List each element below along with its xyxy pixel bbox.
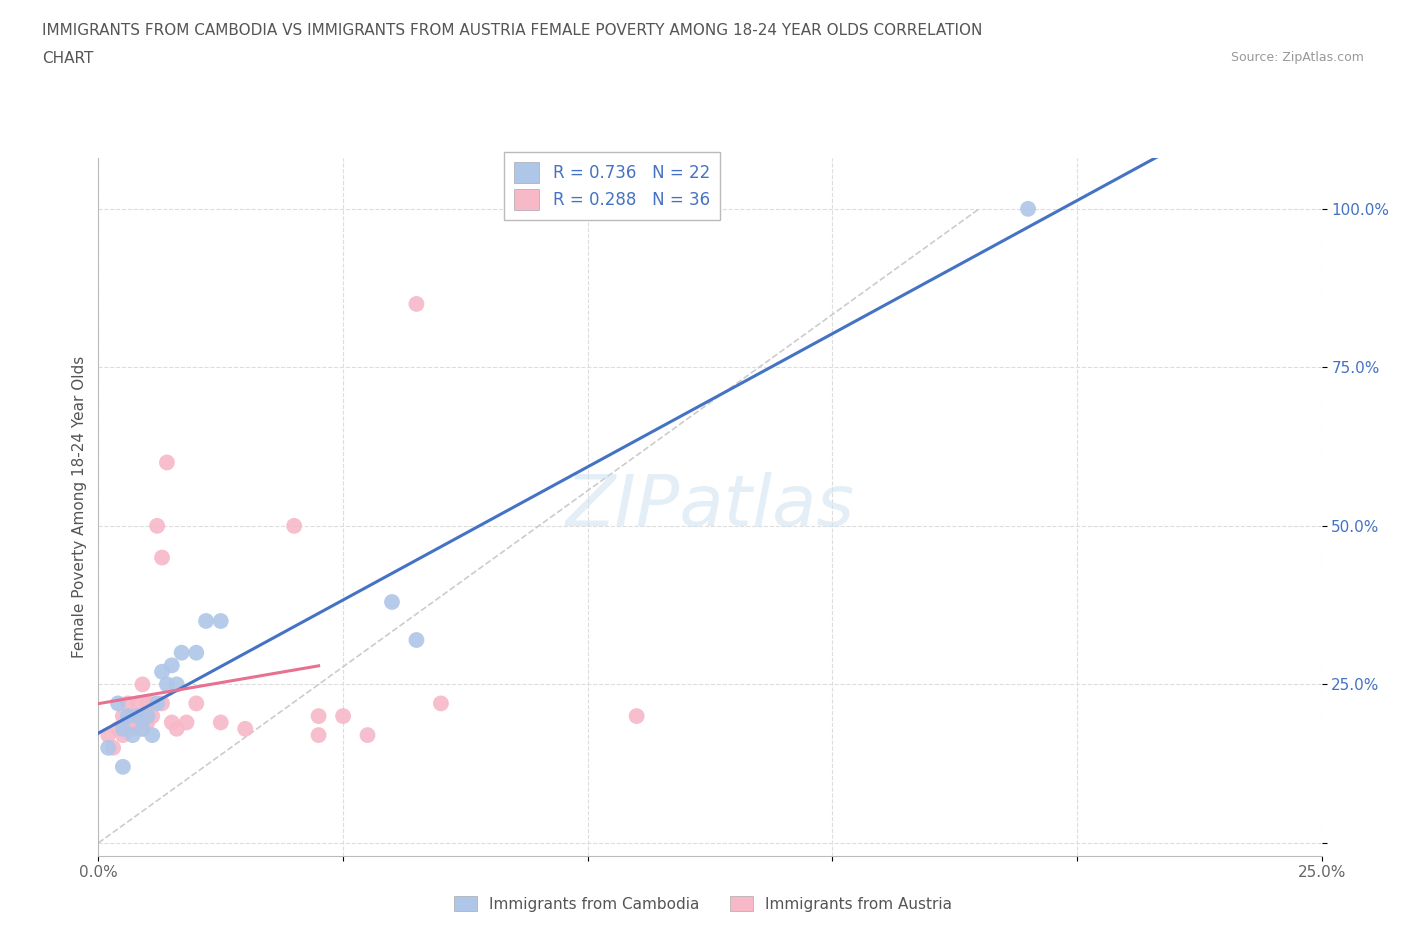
Point	[127, 696, 149, 711]
Point	[150, 551, 173, 565]
Point	[127, 709, 149, 724]
Point	[107, 722, 129, 737]
Point	[186, 645, 208, 660]
Point	[117, 709, 139, 724]
Point	[131, 722, 153, 737]
Point	[308, 709, 330, 724]
Point	[176, 715, 198, 730]
Point	[430, 696, 453, 711]
Point	[405, 632, 427, 647]
Point	[166, 677, 188, 692]
Point	[97, 727, 120, 742]
Point	[233, 722, 256, 737]
Point	[150, 664, 173, 679]
Point	[166, 722, 188, 737]
Point	[107, 696, 129, 711]
Point	[150, 696, 173, 711]
Point	[111, 709, 134, 724]
Point	[195, 614, 218, 629]
Point	[160, 658, 183, 672]
Point	[308, 727, 330, 742]
Point	[160, 715, 183, 730]
Point	[117, 722, 139, 737]
Point	[209, 614, 232, 629]
Point	[186, 696, 208, 711]
Point	[626, 709, 648, 724]
Legend: Immigrants from Cambodia, Immigrants from Austria: Immigrants from Cambodia, Immigrants fro…	[447, 889, 959, 918]
Point	[111, 760, 134, 775]
Point	[156, 455, 179, 470]
Point	[131, 722, 153, 737]
Point	[121, 709, 143, 724]
Point	[156, 677, 179, 692]
Point	[121, 722, 143, 737]
Point	[141, 727, 163, 742]
Text: ZIPatlas: ZIPatlas	[565, 472, 855, 541]
Point	[146, 696, 169, 711]
Point	[136, 715, 159, 730]
Point	[141, 709, 163, 724]
Text: CHART: CHART	[42, 51, 94, 66]
Point	[127, 715, 149, 730]
Point	[170, 645, 193, 660]
Text: IMMIGRANTS FROM CAMBODIA VS IMMIGRANTS FROM AUSTRIA FEMALE POVERTY AMONG 18-24 Y: IMMIGRANTS FROM CAMBODIA VS IMMIGRANTS F…	[42, 23, 983, 38]
Legend: R = 0.736   N = 22, R = 0.288   N = 36: R = 0.736 N = 22, R = 0.288 N = 36	[505, 153, 720, 219]
Point	[1017, 202, 1039, 217]
Y-axis label: Female Poverty Among 18-24 Year Olds: Female Poverty Among 18-24 Year Olds	[72, 356, 87, 658]
Point	[111, 727, 134, 742]
Point	[381, 594, 404, 609]
Point	[136, 709, 159, 724]
Point	[131, 677, 153, 692]
Point	[121, 727, 143, 742]
Point	[111, 722, 134, 737]
Point	[146, 518, 169, 533]
Point	[97, 740, 120, 755]
Point	[136, 709, 159, 724]
Point	[141, 696, 163, 711]
Point	[332, 709, 354, 724]
Point	[405, 297, 427, 312]
Point	[117, 696, 139, 711]
Point	[356, 727, 378, 742]
Point	[136, 696, 159, 711]
Point	[209, 715, 232, 730]
Point	[283, 518, 305, 533]
Text: Source: ZipAtlas.com: Source: ZipAtlas.com	[1230, 51, 1364, 64]
Point	[101, 740, 124, 755]
